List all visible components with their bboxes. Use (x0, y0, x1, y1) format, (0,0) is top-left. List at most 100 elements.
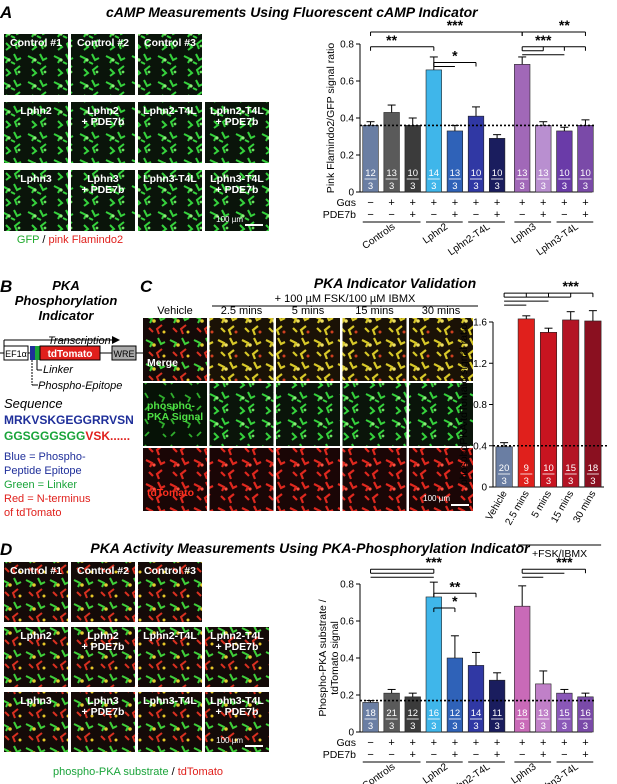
significance-label: * (452, 593, 458, 609)
micrograph-image (143, 448, 207, 511)
bar-n-cells: 18 (588, 463, 599, 474)
y-axis-label: Phospho-PKA substrate /tdTomato signal (317, 599, 341, 716)
panel-d-tile: Control #2 (71, 562, 135, 622)
gas-row-label: Gαs (337, 737, 357, 749)
ef1a-box (3, 345, 29, 361)
panel-d-tile: Lphn3 (4, 692, 68, 752)
pde7b-condition: + (540, 749, 546, 761)
pde7b-condition: − (367, 209, 373, 221)
gas-row-label: Gαs (337, 197, 357, 209)
group-label: Lphn3 (509, 221, 538, 246)
micrograph-image (138, 34, 202, 95)
gas-condition: + (431, 197, 437, 209)
bar-n-cultures: 3 (431, 721, 436, 732)
wre-box (111, 345, 137, 361)
panel-a-legend: GFP / pink Flamindo2 (17, 234, 123, 246)
bar-n-cultures: 3 (368, 181, 373, 192)
micrograph-image (143, 383, 207, 446)
pde7b-condition: + (410, 749, 416, 761)
micrograph-image (276, 318, 340, 381)
bar-group: 103 (556, 126, 573, 193)
transcription-arrow-head (112, 336, 120, 344)
panel-a-tile-label: Lphn2-T4L + PDE7b (210, 105, 264, 128)
panel-d-tile-label: Lphn2-T4L + PDE7b (210, 630, 264, 653)
significance-label: *** (447, 17, 464, 33)
bar-n-cultures: 3 (524, 476, 529, 487)
y-tick-label: 0.4 (340, 114, 354, 125)
wre-label: WRE (114, 349, 135, 359)
panel-d-tile: Lphn3 + PDE7b (71, 692, 135, 752)
group-label: Controls (361, 761, 398, 784)
y-tick-label: 0.8 (340, 580, 354, 591)
bar-n-cultures: 3 (501, 476, 506, 487)
micrograph-image (138, 627, 202, 687)
panel-a-tile: Lphn3 (4, 170, 68, 231)
bar-n-cells: 13 (517, 168, 528, 179)
y-tick-label: 0.6 (340, 77, 354, 88)
bar-n-cultures: 3 (473, 721, 478, 732)
bar-group: 163 (577, 692, 594, 733)
bar-n-cells: 20 (499, 463, 510, 474)
pde7b-condition: − (367, 749, 373, 761)
y-tick-label: 0.4 (340, 654, 354, 665)
micrograph-image (409, 383, 473, 446)
pde7b-condition: + (582, 749, 588, 761)
bar-group: 133 (535, 121, 552, 193)
bar-group: 123 (404, 692, 421, 733)
bar (562, 319, 580, 488)
panel-a-tile-label: Lphn2 + PDE7b (82, 105, 125, 128)
bar-group: 183 (514, 585, 531, 733)
pde7b-condition: + (540, 209, 546, 221)
bar-n-cells: 10 (492, 168, 503, 179)
linker-box (35, 346, 40, 360)
panel-a-scale-bar-label: 100 µm (216, 215, 243, 224)
bar-group: 163 (425, 581, 442, 733)
y-tick-label: 0.4 (473, 441, 487, 452)
linker-label: Linker (43, 364, 74, 376)
gas-condition: + (452, 197, 458, 209)
bar-n-cultures: 3 (541, 181, 546, 192)
gas-condition: + (519, 197, 525, 209)
panel-b-title-line-3: Indicator (39, 308, 95, 323)
panel-d-tile: Lphn2 + PDE7b (71, 627, 135, 687)
gas-condition: + (473, 737, 479, 749)
panel-b-title-line-2: Phosphorylation (15, 293, 118, 308)
y-axis-label: Pink Flamindo2/GFP signal ratio (325, 43, 337, 194)
sequence-color-legend: Blue = Phospho- Peptide Epitope Green = Li… (4, 451, 91, 519)
bar-n-cultures: 3 (520, 721, 525, 732)
bar-n-cultures: 3 (431, 181, 436, 192)
bar-group: 113 (488, 672, 506, 733)
panel-a-tile: Control #1 (4, 34, 68, 95)
bar-n-cells: 12 (450, 708, 461, 719)
panel-d-tile-label: Control #2 (77, 565, 129, 577)
gas-condition: − (367, 737, 373, 749)
panel-a-tile: Lphn2 + PDE7b (71, 102, 135, 163)
bar-group: 153 (556, 688, 573, 733)
micrograph-image (209, 318, 274, 381)
micrograph-image (4, 170, 68, 231)
panel-d-tile: Control #1 (4, 562, 68, 622)
bar-n-cultures: 3 (546, 476, 551, 487)
pde7b-condition: + (582, 209, 588, 221)
epitope-label: Phospho-Epitope (38, 380, 122, 392)
bar-n-cultures: 3 (410, 181, 415, 192)
sequence-epitope: MRKVSKGEGGRRVSN (4, 413, 134, 427)
sequence-legend-line: of tdTomato (4, 507, 61, 519)
bar-n-cells: 14 (429, 168, 440, 179)
micrograph-image (143, 318, 207, 381)
panel-c-column-label: 30 mins (422, 305, 461, 317)
micrograph-image (138, 102, 202, 163)
micrograph-image (71, 170, 135, 231)
bar-n-cultures: 3 (410, 721, 415, 732)
bar-n-cultures: 3 (562, 181, 567, 192)
panel-c-letter: C (140, 277, 153, 296)
micrograph-image (71, 562, 135, 622)
bar-n-cells: 14 (471, 708, 482, 719)
y-tick-label: 0.8 (340, 40, 354, 51)
micrograph-image (342, 318, 407, 381)
group-label: Lphn3-T4L (535, 221, 581, 258)
micrograph-image (71, 34, 135, 95)
bar-n-cultures: 3 (494, 721, 499, 732)
transcription-label: Transcription (48, 335, 111, 347)
